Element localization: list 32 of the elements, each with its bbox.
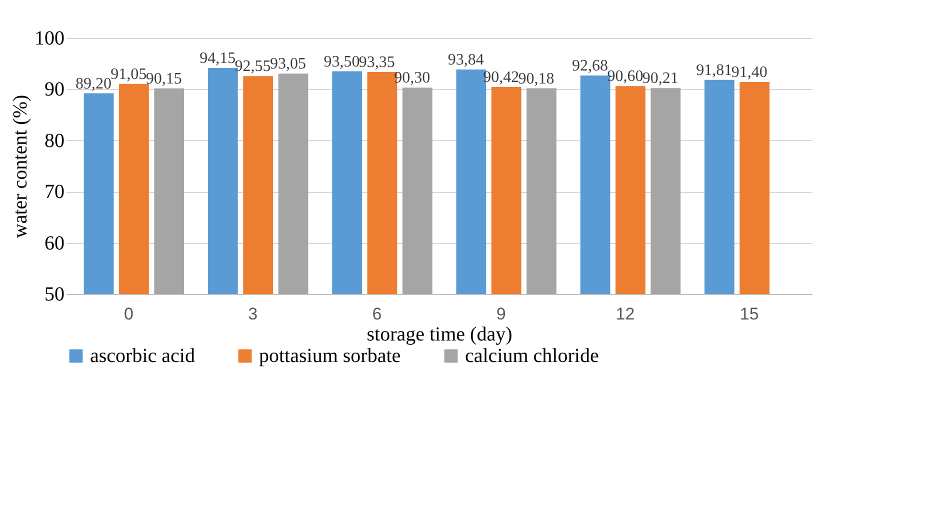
x-tick-label: 15 — [740, 304, 759, 324]
data-label: 89,20 — [76, 75, 112, 92]
data-label: 90,60 — [607, 68, 644, 86]
y-tick-label: 50 — [44, 284, 64, 306]
y-tick-label: 100 — [34, 28, 64, 50]
data-label: 90,21 — [642, 70, 678, 88]
legend-label: pottasium sorbate — [259, 345, 401, 367]
data-label: 90,18 — [518, 70, 554, 88]
y-tick-label: 70 — [44, 181, 64, 204]
legend-label: calcium chloride — [465, 345, 599, 367]
x-tick-label: 12 — [616, 304, 635, 324]
data-label: 93,50 — [324, 53, 360, 70]
legend-label: ascorbic acid — [90, 345, 195, 367]
x-tick-label: 6 — [372, 304, 382, 324]
data-label: 91,40 — [731, 64, 768, 82]
x-axis-title: storage time (day) — [366, 324, 512, 346]
x-tick-label: 0 — [124, 304, 134, 324]
data-label: 91,81 — [696, 62, 732, 79]
y-tick-label: 80 — [44, 130, 64, 152]
x-tick-label: 9 — [496, 304, 506, 324]
data-label: 94,15 — [200, 50, 236, 67]
data-label: 92,55 — [234, 58, 271, 76]
data-label: 93,05 — [270, 56, 306, 73]
data-label: 93,35 — [358, 54, 395, 72]
data-label: 91,05 — [110, 66, 147, 83]
data-label: 93,84 — [448, 52, 484, 69]
data-label: 92,68 — [572, 57, 608, 74]
x-tick-label: 3 — [248, 304, 258, 324]
y-tick-label: 60 — [44, 232, 64, 254]
data-label: 90,15 — [146, 70, 182, 88]
y-tick-label: 90 — [44, 78, 64, 101]
y-axis-title: water content (%) — [10, 94, 32, 238]
